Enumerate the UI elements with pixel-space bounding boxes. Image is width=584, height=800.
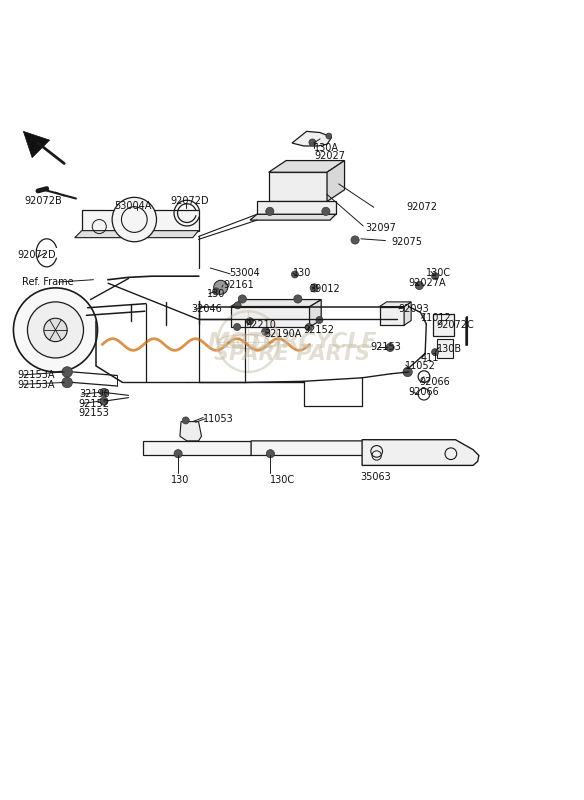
Text: 92093: 92093 [398, 305, 429, 314]
Circle shape [432, 349, 439, 356]
Text: 92153A: 92153A [18, 370, 55, 380]
Polygon shape [143, 441, 251, 455]
Text: 130B: 130B [437, 344, 462, 354]
Text: 92210: 92210 [245, 320, 276, 330]
Text: 92072D: 92072D [171, 197, 209, 206]
Text: 11012: 11012 [420, 314, 451, 323]
Text: 32046: 32046 [191, 305, 222, 314]
Polygon shape [23, 131, 50, 158]
Text: 92027A: 92027A [409, 278, 446, 288]
Text: 32190: 32190 [79, 389, 110, 399]
Circle shape [62, 366, 72, 378]
Text: 92066: 92066 [419, 378, 450, 387]
Circle shape [238, 295, 246, 303]
Text: 92072D: 92072D [18, 250, 56, 260]
Text: 92072C: 92072C [437, 320, 475, 330]
Polygon shape [310, 299, 321, 327]
Text: 92072B: 92072B [25, 197, 62, 206]
Circle shape [310, 284, 318, 292]
Circle shape [294, 295, 302, 303]
Text: 92153: 92153 [79, 408, 110, 418]
Circle shape [213, 288, 220, 295]
Circle shape [234, 323, 241, 330]
Text: 130C: 130C [270, 475, 295, 485]
Text: 92072: 92072 [406, 202, 437, 212]
Text: 92075: 92075 [391, 238, 422, 247]
Polygon shape [251, 441, 403, 455]
Polygon shape [269, 172, 327, 202]
Polygon shape [250, 214, 336, 220]
Circle shape [112, 198, 157, 242]
Polygon shape [75, 230, 199, 238]
Polygon shape [380, 302, 411, 306]
Text: 32097: 32097 [365, 222, 396, 233]
Text: 92161: 92161 [223, 280, 254, 290]
Circle shape [44, 318, 67, 342]
Circle shape [266, 207, 274, 215]
Polygon shape [82, 210, 199, 230]
Text: 130C: 130C [426, 268, 451, 278]
Text: 92153A: 92153A [18, 381, 55, 390]
Text: 35063: 35063 [360, 472, 391, 482]
Circle shape [262, 327, 270, 336]
Circle shape [266, 450, 274, 458]
Polygon shape [362, 440, 479, 466]
Polygon shape [257, 202, 336, 214]
Text: 92152: 92152 [304, 325, 335, 335]
Circle shape [100, 388, 108, 397]
Circle shape [291, 271, 298, 278]
Circle shape [182, 417, 189, 424]
Text: 11052: 11052 [405, 361, 436, 371]
Circle shape [326, 133, 332, 139]
Polygon shape [180, 422, 201, 441]
Text: 411: 411 [420, 353, 439, 363]
Text: 11053: 11053 [203, 414, 234, 424]
Circle shape [386, 343, 394, 351]
Circle shape [432, 273, 439, 280]
Circle shape [174, 450, 182, 458]
Text: 130: 130 [207, 289, 225, 298]
Circle shape [62, 378, 72, 388]
Circle shape [214, 280, 228, 294]
Text: 92027: 92027 [314, 151, 345, 161]
Circle shape [305, 323, 312, 330]
Text: 39012: 39012 [310, 284, 340, 294]
Polygon shape [292, 131, 332, 146]
Polygon shape [404, 302, 411, 326]
Text: MOTORCYCLE: MOTORCYCLE [207, 332, 377, 352]
Polygon shape [269, 161, 345, 172]
Circle shape [316, 317, 323, 323]
Circle shape [322, 207, 330, 215]
Circle shape [27, 302, 84, 358]
Text: 92153: 92153 [371, 342, 402, 353]
Text: 92066: 92066 [409, 387, 440, 398]
Text: 32190A: 32190A [265, 329, 302, 339]
Circle shape [234, 302, 241, 309]
Polygon shape [437, 338, 453, 358]
Circle shape [13, 288, 98, 372]
Polygon shape [380, 306, 404, 326]
Text: 92152: 92152 [79, 398, 110, 409]
Text: 53004: 53004 [230, 268, 260, 278]
Circle shape [351, 236, 359, 244]
Text: SPARE PARTS: SPARE PARTS [214, 345, 370, 365]
Polygon shape [327, 161, 345, 202]
Text: 130A: 130A [314, 143, 339, 154]
Text: 130: 130 [171, 475, 189, 485]
Circle shape [403, 367, 412, 377]
Circle shape [309, 139, 316, 146]
Text: Ref. Frame: Ref. Frame [22, 277, 74, 287]
Polygon shape [231, 306, 310, 327]
Polygon shape [433, 314, 454, 336]
Text: 130: 130 [293, 268, 311, 278]
Circle shape [415, 282, 423, 290]
Circle shape [246, 318, 253, 325]
Polygon shape [231, 299, 321, 306]
Text: 53004A: 53004A [114, 201, 151, 210]
Circle shape [100, 397, 108, 406]
